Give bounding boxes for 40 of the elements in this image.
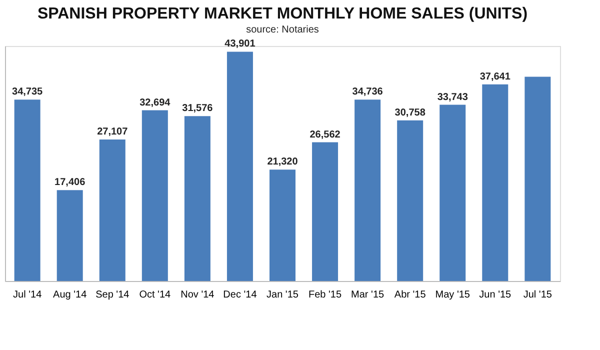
x-tick-label: Jan '15 (266, 290, 299, 300)
x-tick-label: Feb '15 (308, 290, 342, 300)
chart-title: SPANISH PROPERTY MARKET MONTHLY HOME SALES (UNITS) (37, 6, 528, 23)
bar (524, 76, 551, 281)
bar (226, 52, 253, 281)
data-label: 26,562 (310, 129, 341, 140)
data-label: 34,736 (352, 86, 384, 98)
x-tick-label: Jul '15 (523, 290, 552, 300)
bar (270, 170, 296, 281)
data-label: 17,406 (54, 177, 86, 188)
data-label: 31,576 (182, 103, 214, 114)
data-label: 30,758 (394, 107, 426, 118)
x-tick-label: Aug '14 (53, 290, 88, 300)
bar (14, 100, 40, 281)
data-label: 27,107 (97, 126, 128, 138)
x-tick-label: Mar '15 (351, 290, 385, 300)
x-tick-label: Dec '14 (223, 290, 258, 300)
data-label: 34,735 (12, 86, 44, 98)
data-label: 33,743 (437, 92, 468, 103)
data-label: 43,901 (224, 38, 256, 50)
x-tick-label: Oct '14 (139, 290, 172, 300)
x-tick-label: Abr '15 (394, 290, 426, 300)
bar (99, 139, 126, 281)
bar (354, 100, 381, 281)
bar (397, 120, 424, 281)
bar (142, 110, 168, 281)
data-label: 32,694 (140, 97, 171, 108)
x-tick-label: Jul '14 (13, 290, 42, 300)
bar (184, 116, 210, 281)
data-label: 37,641 (480, 71, 511, 82)
bar (482, 84, 508, 281)
x-tick-label: Sep '14 (96, 290, 130, 300)
data-label: 21,320 (267, 156, 298, 168)
x-tick-label: Jun '15 (479, 290, 512, 300)
bar (56, 190, 83, 281)
x-tick-label: May '15 (435, 290, 470, 300)
x-tick-label: Nov '14 (180, 290, 215, 300)
bar (312, 142, 338, 281)
bar (440, 104, 466, 281)
chart-subtitle: source: Notaries (246, 24, 319, 36)
